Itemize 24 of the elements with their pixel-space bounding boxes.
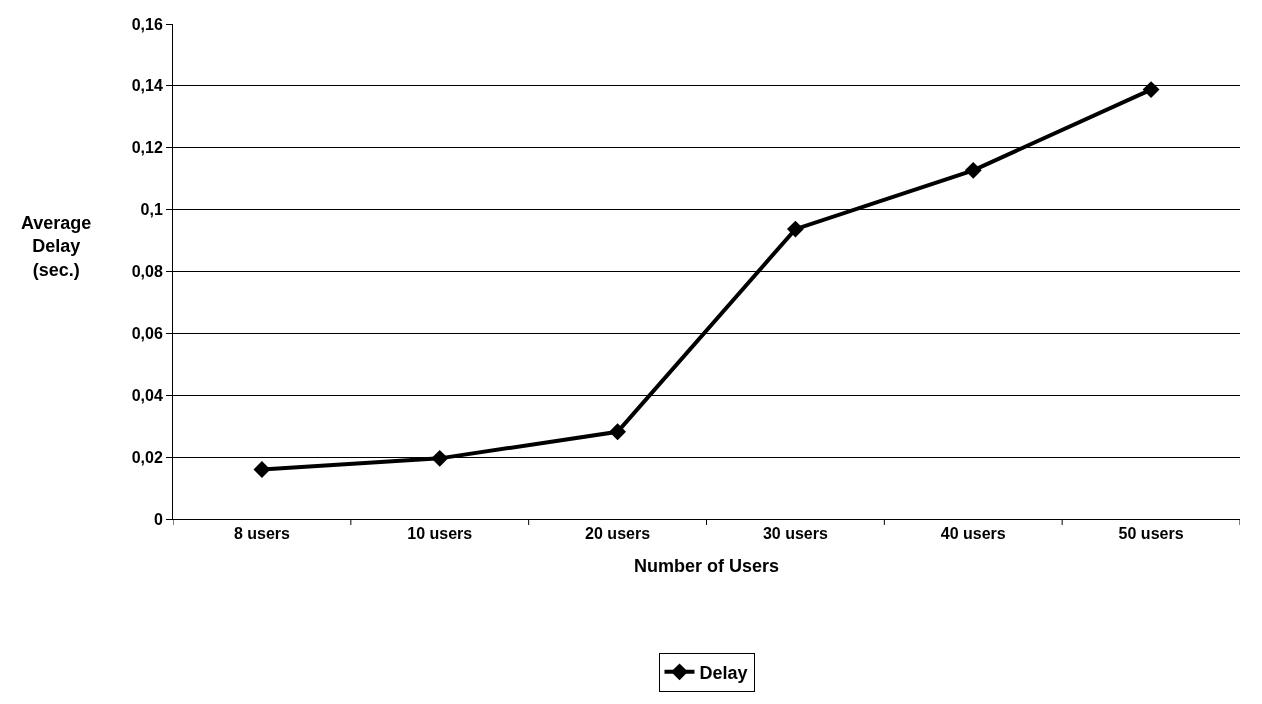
x-tick-label: 8 users: [233, 525, 291, 543]
x-axis-title: Number of Users: [633, 556, 780, 577]
y-tick-label: 0,04: [131, 386, 163, 404]
y-tick-label: 0,12: [131, 139, 163, 157]
x-tick-label: 40 users: [940, 525, 1006, 543]
y-tick-label: 0,1: [140, 201, 163, 219]
y-tick-label: 0,08: [131, 263, 163, 281]
y-tick-label: 0: [153, 510, 163, 528]
point: [1142, 81, 1160, 99]
y-tick-label: 0,02: [131, 448, 163, 466]
y-tick-label: 0,14: [131, 77, 163, 95]
y-tick-label: 0,16: [131, 15, 163, 33]
x-tick-label: 20 users: [585, 525, 651, 543]
x-tick-label: 50 users: [1118, 525, 1184, 543]
y-axis-title: Average Delay (sec.): [21, 213, 92, 280]
x-tick-label: 10 users: [407, 525, 473, 543]
legend-label: Delay: [699, 662, 748, 683]
y-tick-label: 0,06: [131, 324, 163, 342]
point: [786, 220, 804, 238]
x-tick-label: 30 users: [762, 525, 828, 543]
point: [609, 423, 627, 441]
point: [964, 161, 982, 179]
point: [253, 461, 271, 478]
point: [431, 449, 449, 467]
